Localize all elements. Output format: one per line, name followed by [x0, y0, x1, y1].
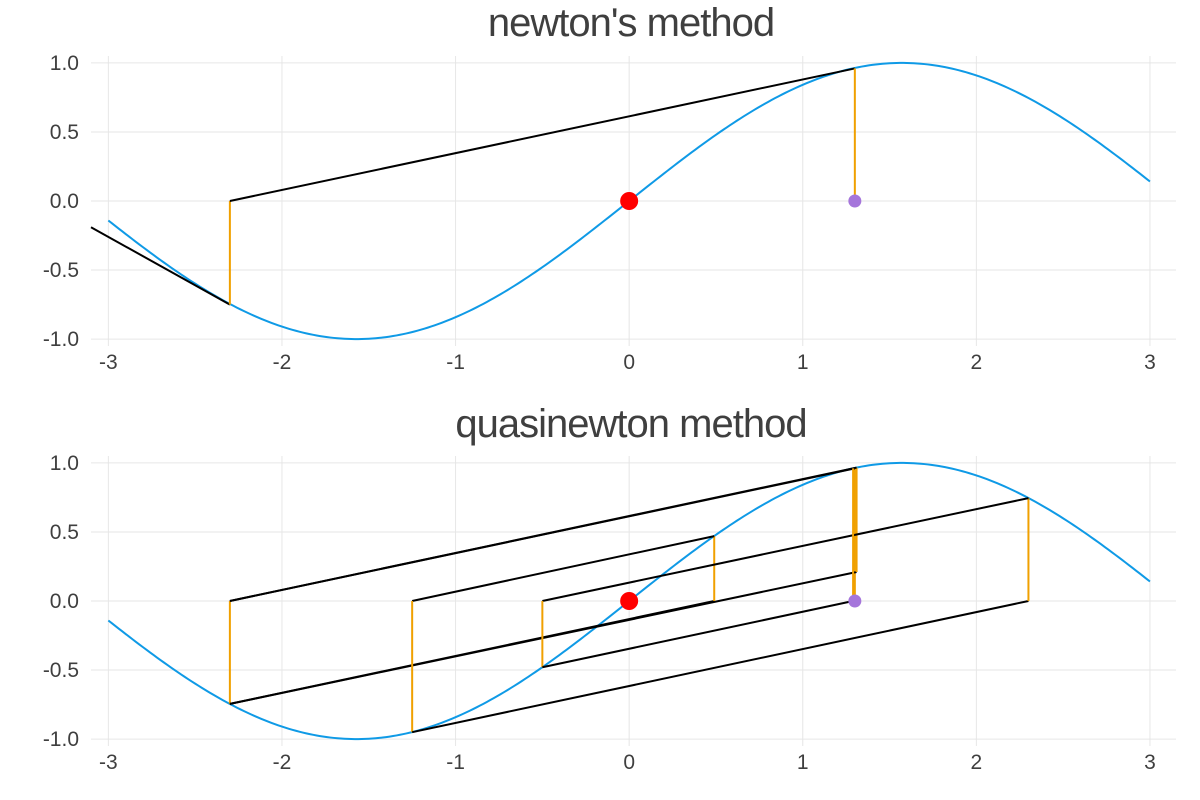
root-marker: [620, 592, 639, 610]
x-tick-label: -2: [273, 351, 292, 374]
step-segment: [229, 600, 715, 705]
y-tick-label: 0.0: [50, 190, 79, 213]
x-tick-label: 1: [797, 751, 809, 774]
start-marker: [848, 594, 862, 608]
chart-title-newton: newton's method: [488, 1, 774, 45]
x-tick-label: -2: [273, 751, 292, 774]
y-tick-label: -0.5: [43, 659, 79, 682]
x-tick-label: 1: [797, 351, 809, 374]
x-tick-label: -1: [446, 751, 465, 774]
y-tick-label: -1.0: [43, 728, 79, 751]
x-tick-label: 0: [623, 751, 635, 774]
step-segment: [542, 600, 854, 669]
subplot-quasinewton: quasinewton method -3 -2 -1 0 1 2 3 -1.0 -0.5 0.0…: [43, 402, 1176, 774]
chart-title-quasinewton: quasinewton method: [455, 402, 806, 446]
y-tick-label: 0.0: [50, 590, 79, 613]
x-tick-label: 2: [971, 351, 983, 374]
y-tick-label: 1.0: [50, 52, 79, 75]
y-tick-label: 0.5: [50, 521, 79, 544]
y-tick-label: -1.0: [43, 328, 79, 351]
x-tick-label: -3: [99, 751, 118, 774]
x-tick-label: 0: [623, 351, 635, 374]
subplot-newton: newton's method -3 -2 -1 0 1 2 3 -1.0 -0.5 0.0 0.5…: [43, 1, 1176, 374]
y-tick-label: 1.0: [50, 452, 79, 475]
plot-area-quasinewton: -3 -2 -1 0 1 2 3 -1.0 -0.5 0.0 0.5 1.0: [43, 452, 1176, 774]
root-marker: [620, 192, 639, 210]
x-tick-label: -1: [446, 351, 465, 374]
y-tick-label: -0.5: [43, 259, 79, 282]
plot-area-newton: -3 -2 -1 0 1 2 3 -1.0 -0.5 0.0 0.5 1.0: [43, 52, 1176, 374]
x-tick-label: 2: [971, 751, 983, 774]
x-tick-label: 3: [1144, 751, 1156, 774]
x-tick-label: -3: [99, 351, 118, 374]
secant-segment: [229, 67, 856, 202]
step-segment: [411, 535, 715, 602]
y-tick-label: 0.5: [50, 121, 79, 144]
step-segment: [411, 600, 1029, 734]
x-tick-label: 3: [1144, 351, 1156, 374]
tangent-segment: [90, 226, 231, 306]
step-segment: [542, 497, 1029, 602]
start-marker: [848, 194, 862, 208]
step-segment: [229, 466, 857, 602]
